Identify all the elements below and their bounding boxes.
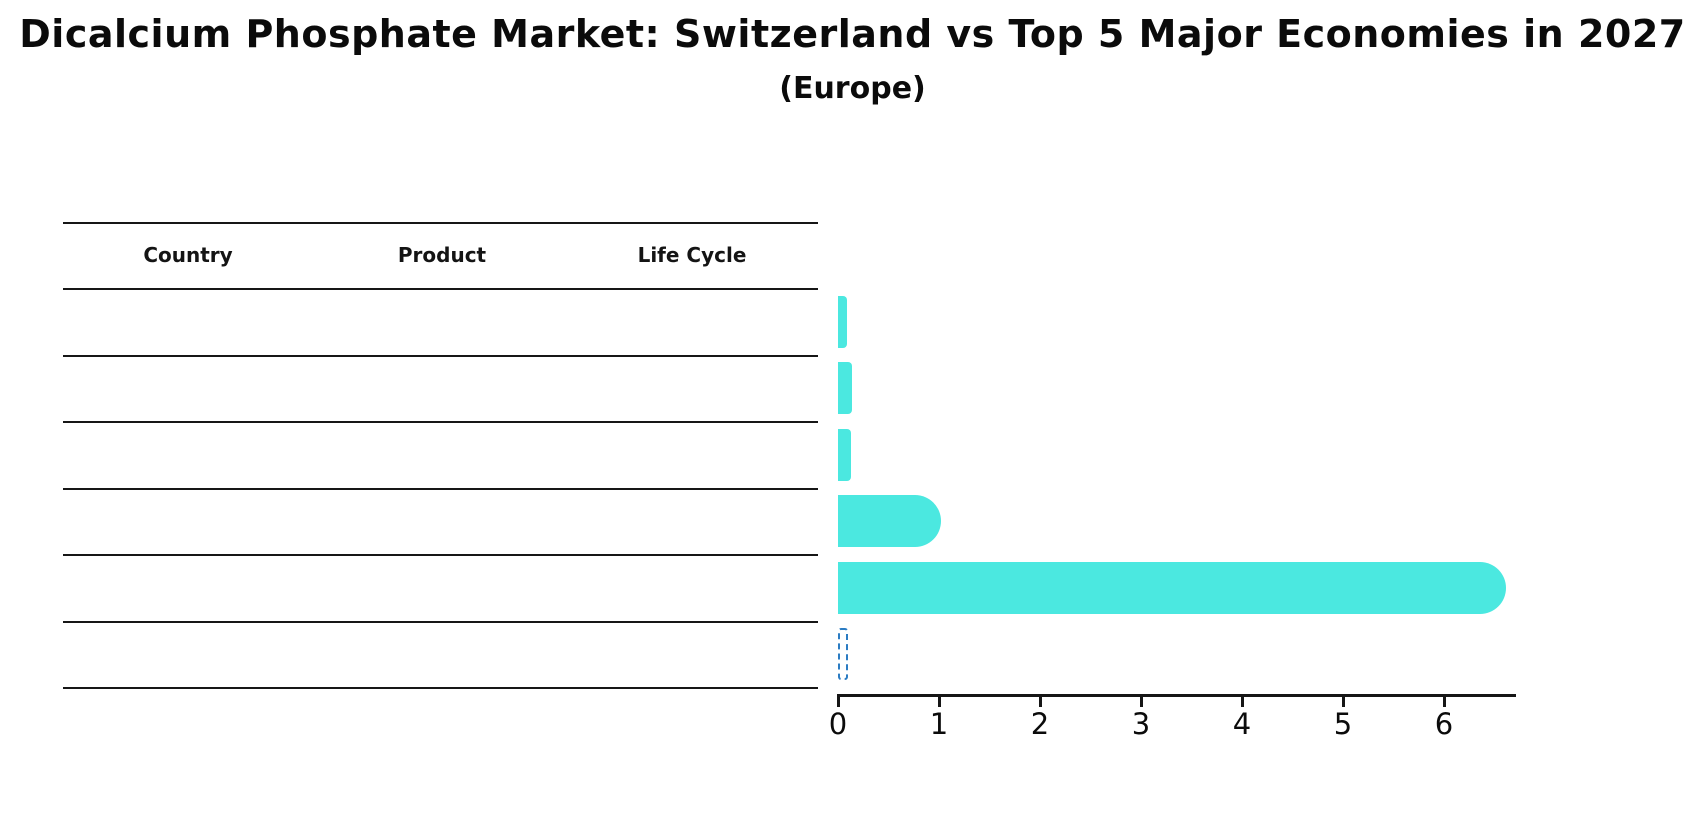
table-cell-life-cycle [542,574,842,602]
table-rule [63,355,818,357]
x-tick-label: 5 [1333,707,1353,741]
table-rule [63,687,818,689]
x-tick-label: 2 [1030,707,1050,741]
table-cell-life-cycle [542,507,842,535]
x-tick-mark [1442,694,1446,707]
table-rule [63,222,818,224]
x-tick-mark [937,694,941,707]
x-tick-label: 6 [1434,707,1454,741]
x-tick-label: 0 [828,707,848,741]
x-tick-mark [836,694,840,707]
table-rule [63,288,818,290]
bar-france [838,428,852,481]
x-tick-mark [1240,694,1244,707]
bar-value-label [1523,304,1683,340]
bar-italy [838,495,941,547]
table-header-country: Country [143,243,233,267]
table-cell-life-cycle [542,374,842,402]
x-tick-label: 1 [929,707,949,741]
bar-value-label [1523,636,1683,672]
bar-germany [838,295,848,348]
bar-value-label [1523,437,1683,473]
x-tick-label: 4 [1232,707,1252,741]
chart-title: Dicalcium Phosphate Market: Switzerland … [19,12,1686,56]
table-rule [63,421,818,423]
table-header-product: Product [397,243,487,267]
x-tick-label: 3 [1131,707,1151,741]
x-tick-mark [1139,694,1143,707]
x-axis-line [838,694,1516,697]
table-rule [63,621,818,623]
table-cell-life-cycle [542,640,842,668]
table-cell-life-cycle [542,441,842,469]
x-tick-mark [1341,694,1345,707]
bar-value-label [1523,370,1683,406]
table-rule [63,488,818,490]
bar-value-label [1523,570,1683,606]
bar-value-label [1523,503,1683,539]
table-header-life-cycle: Life Cycle [637,243,747,267]
bar-russia [838,561,1507,614]
table-cell-life-cycle [542,308,842,336]
bar-united-kingdom [838,362,853,414]
table-rule [63,554,818,556]
chart-subtitle: (Europe) [779,71,926,106]
x-tick-mark [1038,694,1042,707]
bar-switzerland-highlight [838,628,848,680]
